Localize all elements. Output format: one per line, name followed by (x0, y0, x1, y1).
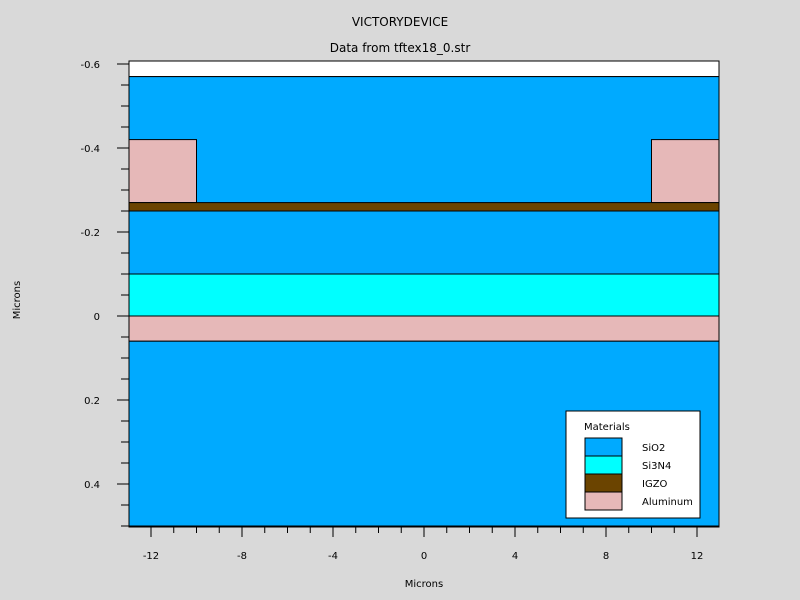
region-sio2-1 (128, 76, 720, 206)
x-tick-label: 0 (421, 551, 427, 562)
x-tick-label: 4 (512, 551, 518, 562)
legend-swatch-igzo (584, 473, 623, 493)
legend-swatch-sio2 (584, 437, 623, 457)
region-sio2-5 (128, 210, 720, 275)
y-tick-label: 0 (94, 312, 100, 323)
materials-legend: Materials SiO2 Si3N4 IGZO Aluminum (565, 410, 701, 519)
legend-title: Materials (584, 422, 630, 433)
x-tick-label: 12 (691, 551, 704, 562)
plot-subtitle: Data from tftex18_0.str (330, 41, 471, 55)
x-tick-label: -4 (328, 551, 338, 562)
y-tick-label: 0.2 (84, 396, 100, 407)
region-void-0 (128, 60, 720, 78)
legend-swatch-aluminum (584, 491, 623, 511)
legend-label-aluminum: Aluminum (642, 497, 693, 508)
y-tick-label: -0.6 (80, 60, 100, 71)
y-tick-label: 0.4 (84, 480, 100, 491)
x-tick-label: -12 (143, 551, 159, 562)
region-igzo-4 (128, 202, 720, 212)
legend-label-igzo: IGZO (642, 479, 668, 490)
plot-title: VICTORYDEVICE (352, 15, 448, 29)
region-aluminum-2 (128, 139, 197, 204)
x-axis-title: Microns (405, 579, 443, 590)
y-tick-label: -0.2 (80, 228, 100, 239)
y-axis-title: Microns (12, 281, 23, 319)
legend-label-sio2: SiO2 (642, 443, 665, 454)
x-tick-label: 8 (603, 551, 609, 562)
axes: -0.6 -0.4 -0.2 0 0.2 0.4 -12 -8 -4 0 4 8 12 (80, 60, 703, 562)
x-tick-label: -8 (237, 551, 247, 562)
region-aluminum-7 (128, 315, 720, 342)
region-si3n4-6 (128, 273, 720, 317)
legend-label-si3n4: Si3N4 (642, 461, 671, 472)
region-aluminum-3 (651, 139, 720, 204)
legend-entries: SiO2 Si3N4 IGZO Aluminum (584, 437, 693, 511)
y-tick-label: -0.4 (80, 144, 100, 155)
legend-swatch-si3n4 (584, 455, 623, 475)
